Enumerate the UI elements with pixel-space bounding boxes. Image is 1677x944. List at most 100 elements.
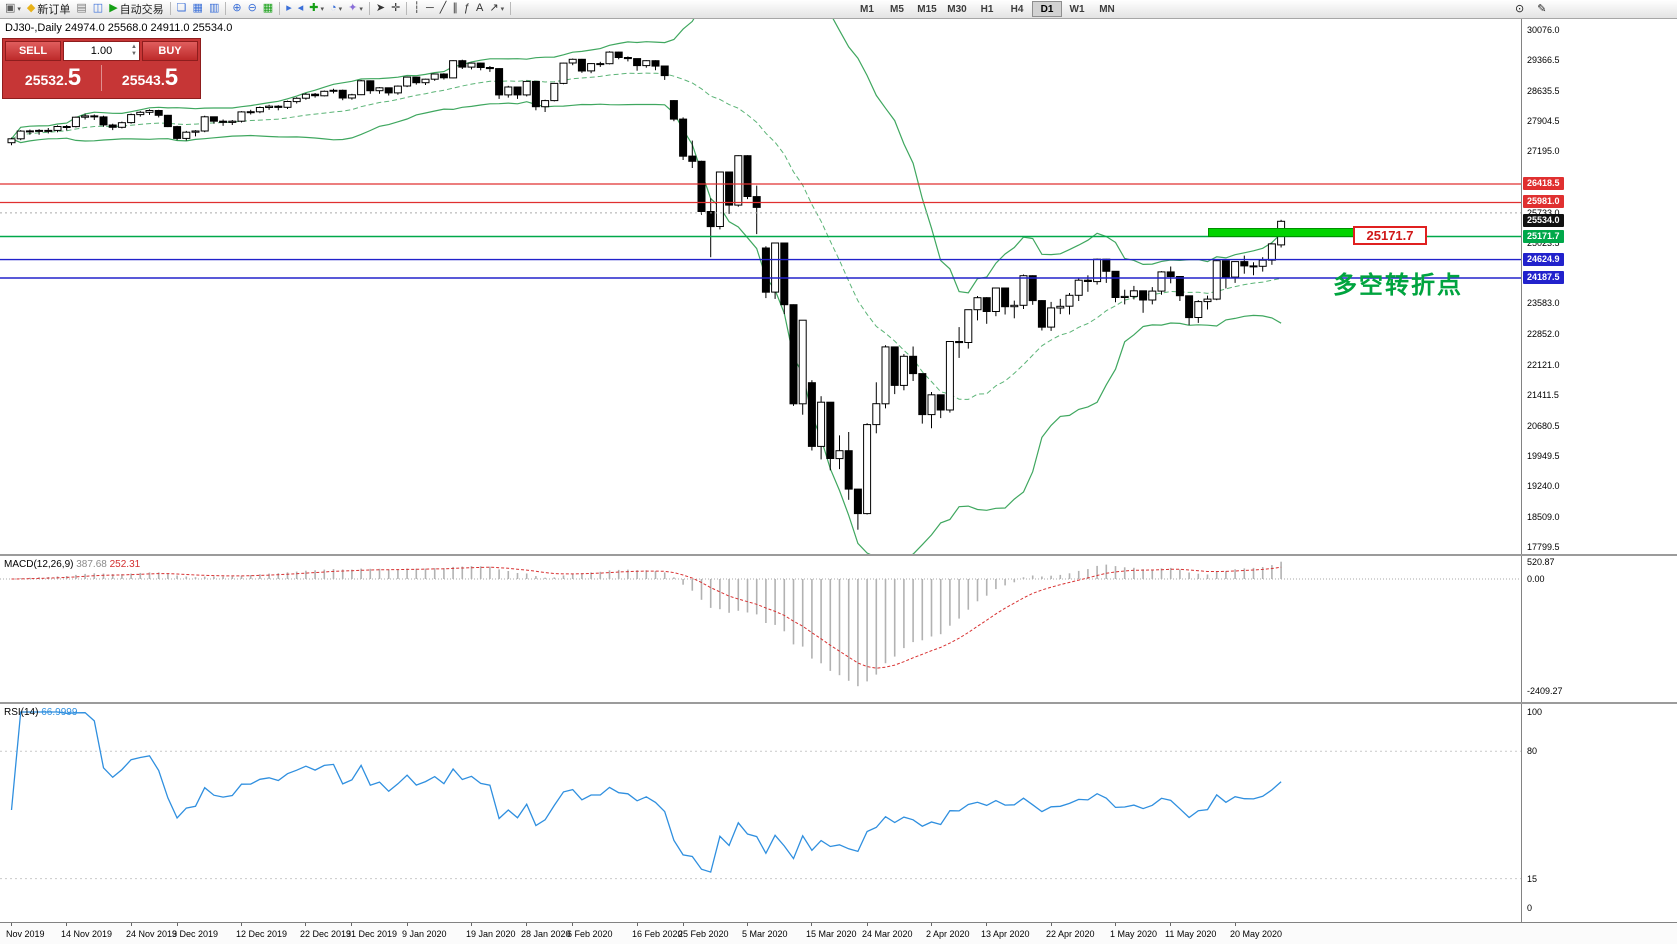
- edit-button[interactable]: ✎: [1534, 1, 1549, 16]
- date-label: 20 May 2020: [1230, 929, 1283, 939]
- auto-trading-button[interactable]: ▶ 自动交易: [106, 1, 166, 16]
- vertical-line-icon: ┆: [413, 2, 420, 14]
- macd-signal-value: 252.31: [109, 559, 141, 570]
- toolbar-separator: [225, 2, 227, 15]
- horizontal-line-icon: ─: [425, 2, 434, 14]
- price-tick-label: 21411.5: [1527, 390, 1559, 400]
- toolbar: ▣ ▾ ◆ 新订单 ▤ ◫ ▶ 自动交易 ❏ ▦ ▥ ⊕ ⊖ ▦ ▸ ◂ ✚ ▾ ◔ ▾ ✦ ▾ ➤ ✛ ┆ ─ ╱ ∥ ƒ A ↗ ▾ M1…: [0, 0, 1677, 19]
- timeframe-m15[interactable]: M15: [917, 4, 937, 15]
- zoom-in-button[interactable]: ⊕: [229, 1, 244, 16]
- cascade-windows-button[interactable]: ❏: [174, 1, 190, 16]
- text-button[interactable]: A: [473, 1, 486, 16]
- vertical-line-button[interactable]: ┆: [410, 1, 423, 16]
- buy-price[interactable]: 25543.5: [102, 64, 198, 92]
- chart-window-button[interactable]: ▣ ▾: [2, 1, 24, 16]
- toolbar-separator: [169, 2, 171, 15]
- date-tick: [1051, 923, 1052, 926]
- date-label: Nov 2019: [6, 929, 45, 939]
- date-tick: [931, 923, 932, 926]
- date-label: 31 Dec 2019: [346, 929, 398, 939]
- main-chart-plot[interactable]: [0, 18, 1521, 554]
- tile-vertical-icon: ▥: [208, 2, 220, 14]
- crosshair-button[interactable]: ✛: [388, 1, 403, 16]
- date-label: 1 May 2020: [1110, 929, 1158, 939]
- market-watch-button[interactable]: ◫: [90, 1, 106, 16]
- rsi-name: RSI(14): [4, 707, 39, 718]
- timeframe-h4[interactable]: H4: [1010, 4, 1024, 15]
- periods-button[interactable]: ◔ ▾: [327, 1, 345, 16]
- timeframe-d1[interactable]: D1: [1032, 1, 1062, 17]
- price-tick-label: 25733.0: [1527, 208, 1560, 218]
- auto-scroll-button[interactable]: ▸: [283, 1, 295, 16]
- timeframe-h1[interactable]: H1: [980, 4, 994, 15]
- toolbar-separator: [368, 2, 370, 15]
- new-order-icon: ◆: [26, 2, 36, 14]
- tile-horizontal-button[interactable]: ▦: [190, 1, 206, 16]
- rsi-value: 66.9999: [41, 707, 78, 718]
- rsi-tick-label: 100: [1527, 707, 1543, 717]
- main-chart-panel[interactable]: DJ30-,Daily 24974.0 25568.0 24911.0 2553…: [0, 18, 1677, 554]
- trendline-button[interactable]: ╱: [437, 1, 450, 16]
- chart-shift-button[interactable]: ◂: [295, 1, 307, 16]
- arrows-icon: ↗: [489, 2, 499, 14]
- dropdown-arrow-icon: ▾: [320, 5, 324, 13]
- lot-size-value: 1.00: [90, 45, 113, 57]
- lot-up-icon[interactable]: ▲: [131, 44, 137, 50]
- lot-size-input[interactable]: 1.00 ▲ ▼: [63, 41, 140, 61]
- date-axis[interactable]: Nov 2019 14 Nov 2019 24 Nov 2019 3 Dec 2019…: [0, 922, 1677, 944]
- date-tick: [407, 923, 408, 926]
- arrows-button[interactable]: ↗ ▾: [486, 1, 507, 16]
- lot-down-icon[interactable]: ▼: [131, 51, 137, 57]
- price-tick-label: 28635.5: [1527, 86, 1560, 96]
- search-button[interactable]: ⊙: [1512, 1, 1527, 16]
- auto-trading-button-label: 自动交易: [119, 3, 164, 16]
- macd-tick-label: 520.87: [1527, 557, 1555, 567]
- zoom-out-button[interactable]: ⊖: [245, 1, 260, 16]
- rsi-label: RSI(14) 66.9999: [4, 707, 77, 718]
- macd-main-value: 387.68: [76, 559, 107, 570]
- macd-signal-line: [11, 566, 1282, 669]
- annotation-text[interactable]: 多空转折点: [1333, 272, 1463, 299]
- support-highlight-bar[interactable]: [1208, 228, 1354, 237]
- timeframe-w1[interactable]: W1: [1069, 4, 1085, 15]
- macd-tick-label: 0.00: [1527, 574, 1545, 584]
- dropdown-arrow-icon: ▾: [338, 5, 343, 13]
- price-tick-label: 19949.5: [1527, 451, 1560, 461]
- add-indicator-button[interactable]: ✚ ▾: [306, 1, 327, 16]
- sell-button[interactable]: SELL: [5, 41, 61, 61]
- horizontal-line-button[interactable]: ─: [423, 1, 437, 16]
- panel-splitter[interactable]: [0, 554, 1677, 556]
- chart-profile-button[interactable]: ▤: [73, 1, 89, 16]
- price-badge: 24624.9: [1523, 253, 1564, 266]
- date-tick: [637, 923, 638, 926]
- date-tick: [1235, 923, 1236, 926]
- timeframe-m5[interactable]: M5: [890, 4, 904, 15]
- channel-button[interactable]: ∥: [449, 1, 461, 16]
- fibonacci-button[interactable]: ƒ: [461, 1, 473, 16]
- price-scale[interactable]: 30076.0 29366.5 28635.5 27904.5 27195.0 25733…: [1521, 18, 1677, 554]
- price-tick-label: 25023.5: [1527, 238, 1560, 248]
- template-button[interactable]: ✦ ▾: [345, 1, 366, 16]
- auto-scroll-icon: ▸: [286, 2, 292, 14]
- grid-button[interactable]: ▦: [260, 1, 276, 16]
- tile-vertical-button[interactable]: ▥: [206, 1, 222, 16]
- price-badge: 24187.5: [1523, 271, 1564, 284]
- timeframe-m30[interactable]: M30: [947, 4, 967, 15]
- sell-price[interactable]: 25532.5: [5, 64, 101, 92]
- date-tick: [66, 923, 67, 926]
- buy-price-pips: 5: [164, 63, 179, 91]
- timeframe-m1[interactable]: M1: [860, 4, 874, 15]
- cursor-button[interactable]: ➤: [373, 1, 388, 16]
- macd-panel[interactable]: MACD(12,26,9) 387.68 252.31 520.87 0.00 -2…: [0, 556, 1677, 702]
- price-callout[interactable]: 25171.7: [1353, 226, 1427, 245]
- price-tick-label: 27904.5: [1527, 116, 1560, 126]
- timeframe-mn[interactable]: MN: [1099, 4, 1115, 15]
- rsi-panel[interactable]: RSI(14) 66.9999 100 80 15 0: [0, 704, 1677, 922]
- date-label: 3 Dec 2019: [172, 929, 219, 939]
- panel-splitter[interactable]: [0, 702, 1677, 704]
- new-order-button[interactable]: ◆ 新订单: [24, 1, 73, 16]
- lot-spinner[interactable]: ▲ ▼: [131, 44, 137, 58]
- date-label: 22 Dec 2019: [300, 929, 352, 939]
- buy-button[interactable]: BUY: [142, 41, 198, 61]
- date-tick: [241, 923, 242, 926]
